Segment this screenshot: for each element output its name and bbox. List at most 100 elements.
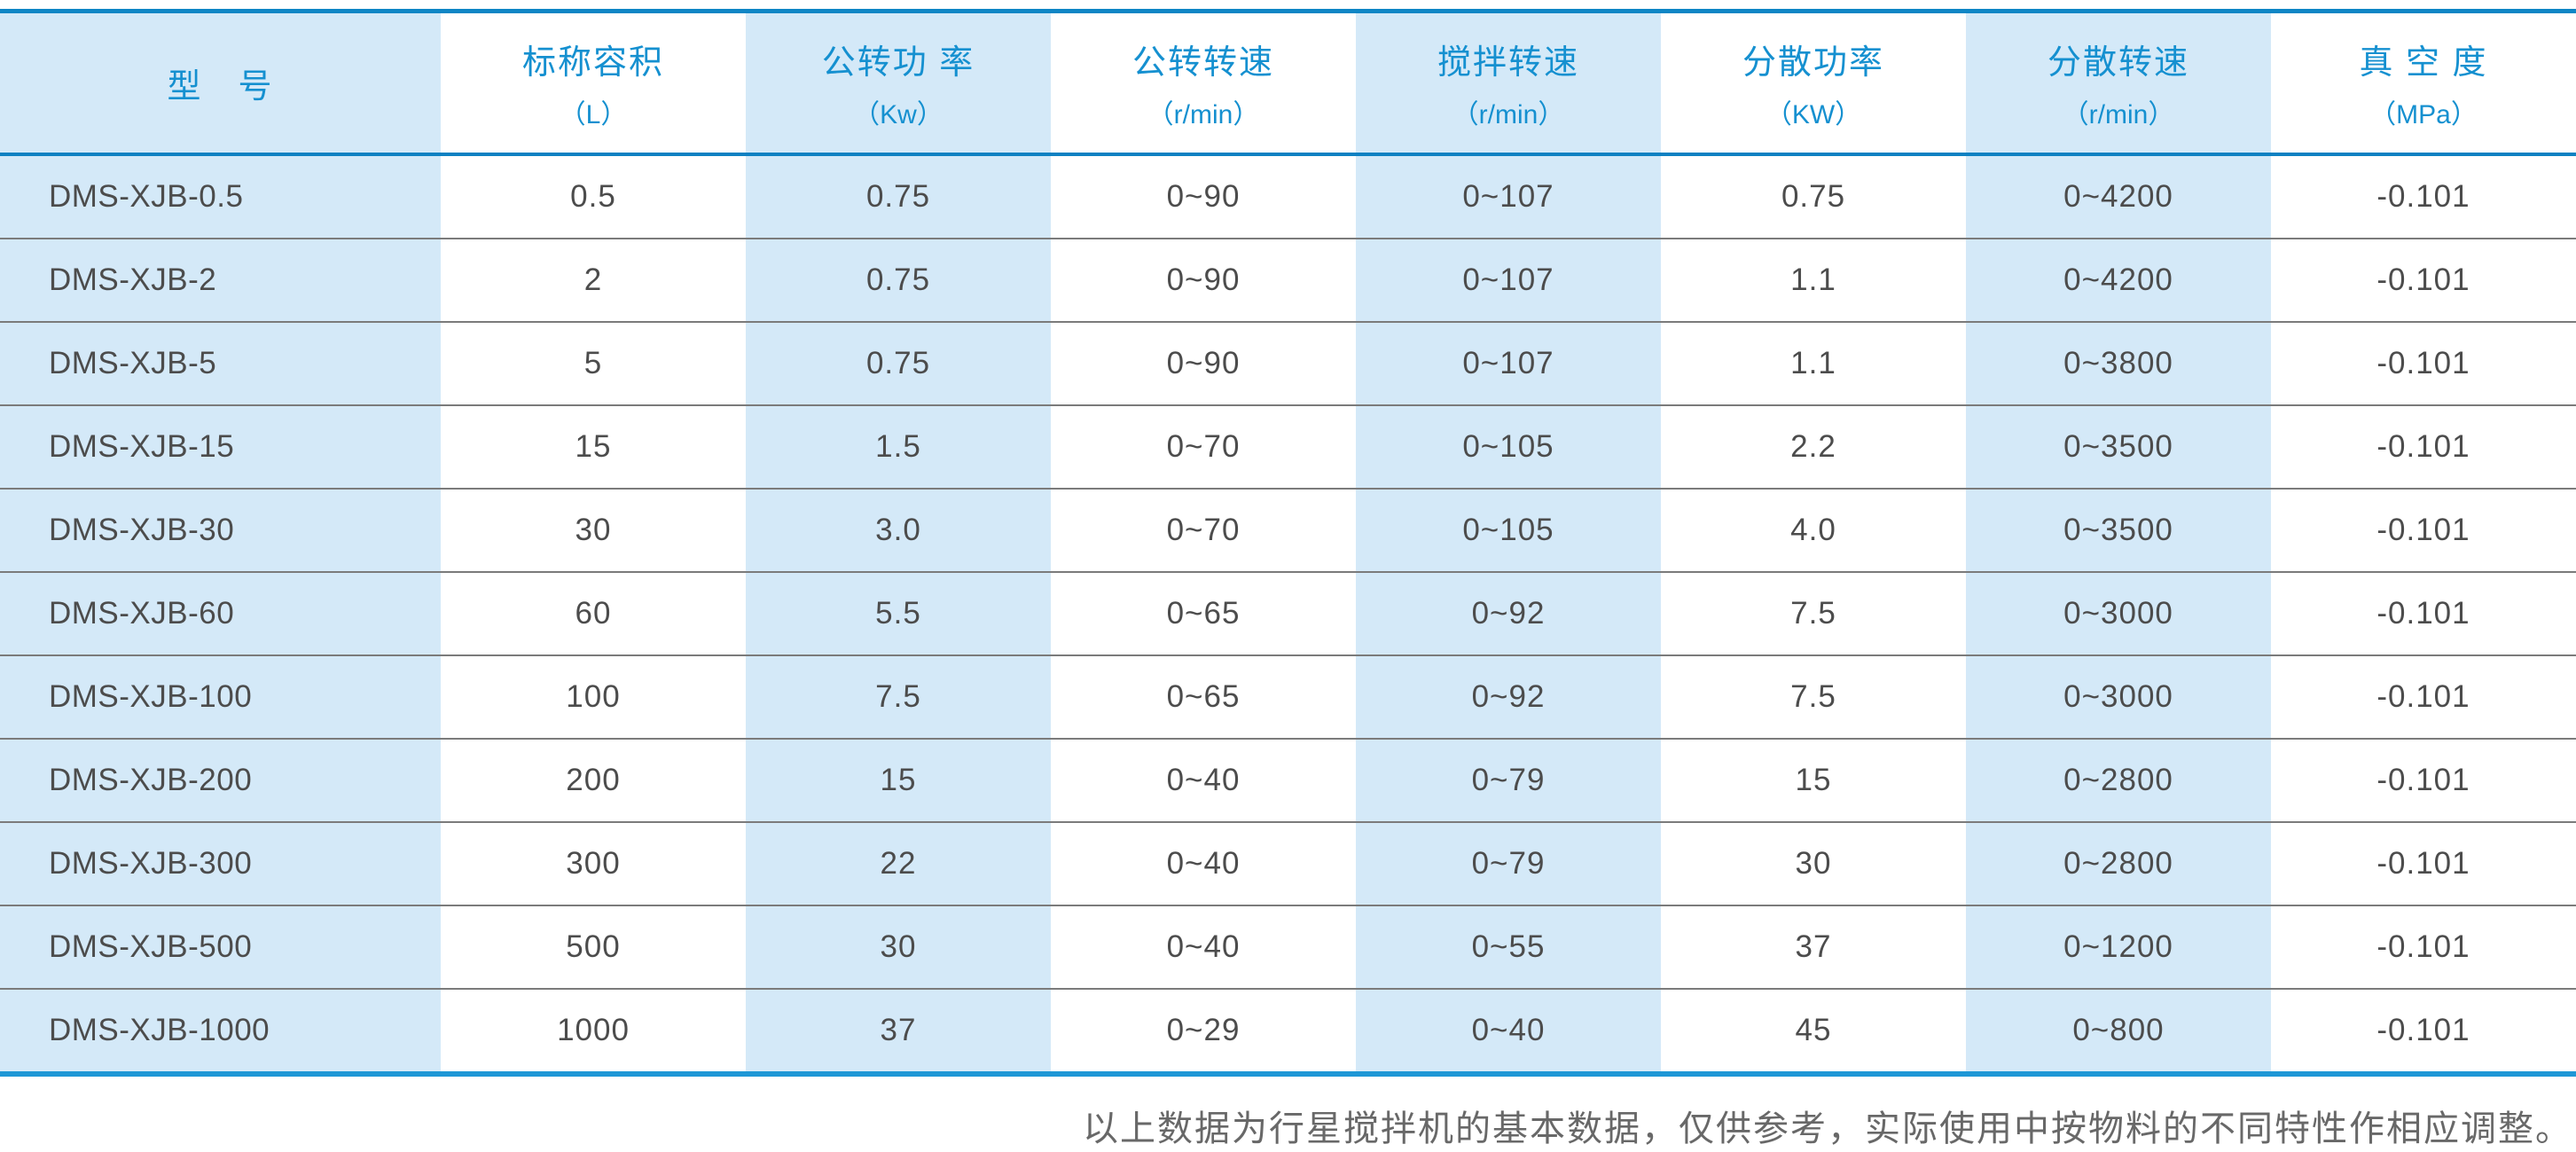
value-cell: 0~107 bbox=[1356, 156, 1661, 238]
value-cell: -0.101 bbox=[2376, 513, 2470, 547]
spec-table: 型 号 标称容积 （L） 公转功 率 （Kw） 公转转速 （r/min） 搅拌转速 （r/min… bbox=[0, 9, 2576, 1077]
column-header: 标称容积 （L） bbox=[441, 13, 746, 153]
value-cell: 0~70 bbox=[1166, 429, 1241, 464]
value-cell: 0~92 bbox=[1356, 656, 1661, 738]
column-header-unit: （L） bbox=[559, 100, 628, 129]
value-cell: 2.2 bbox=[1790, 429, 1836, 464]
model-cell: DMS-XJB-500 bbox=[0, 906, 441, 988]
value-cell: -0.101 bbox=[2376, 429, 2470, 464]
table-row: DMS-XJB-300 300 22 0~40 0~79 30 0~2800 -0.101 bbox=[0, 823, 2576, 906]
value-cell: 0~40 bbox=[1356, 990, 1661, 1071]
value-cell: 0~4200 bbox=[1966, 156, 2271, 238]
table-row: DMS-XJB-15 15 1.5 0~70 0~105 2.2 0~3500 -0.101 bbox=[0, 406, 2576, 490]
value-cell: 0.5 bbox=[570, 179, 616, 214]
value-cell: 0~40 bbox=[1166, 846, 1241, 881]
value-cell: 45 bbox=[1795, 1013, 1832, 1047]
column-header-label: 型 号 bbox=[167, 68, 274, 106]
value-cell: 0~3500 bbox=[1966, 406, 2271, 488]
model-cell: DMS-XJB-5 bbox=[0, 323, 441, 404]
column-header: 搅拌转速 （r/min） bbox=[1356, 13, 1661, 153]
model-cell: DMS-XJB-100 bbox=[0, 656, 441, 738]
value-cell: 0~105 bbox=[1356, 406, 1661, 488]
column-header: 型 号 bbox=[0, 13, 441, 153]
column-header: 分散功率 （KW） bbox=[1661, 13, 1966, 153]
value-cell: 30 bbox=[575, 513, 612, 547]
column-header-unit: （KW） bbox=[1765, 100, 1862, 129]
value-cell: 0~3800 bbox=[1966, 323, 2271, 404]
table-row: DMS-XJB-100 100 7.5 0~65 0~92 7.5 0~3000 -0.101 bbox=[0, 656, 2576, 740]
value-cell: 0.75 bbox=[746, 323, 1051, 404]
value-cell: 0~92 bbox=[1356, 573, 1661, 654]
model-cell: DMS-XJB-60 bbox=[0, 573, 441, 654]
column-header-label: 公转功 率 bbox=[821, 44, 975, 82]
value-cell: -0.101 bbox=[2376, 346, 2470, 380]
value-cell: 4.0 bbox=[1790, 513, 1836, 547]
value-cell: 1000 bbox=[557, 1013, 630, 1047]
value-cell: 0~70 bbox=[1166, 513, 1241, 547]
value-cell: 0~3500 bbox=[1966, 490, 2271, 571]
value-cell: 500 bbox=[566, 929, 621, 964]
value-cell: 0.75 bbox=[1781, 179, 1846, 214]
model-cell: DMS-XJB-0.5 bbox=[0, 156, 441, 238]
value-cell: 0~3000 bbox=[1966, 656, 2271, 738]
value-cell: 2 bbox=[583, 263, 603, 297]
value-cell: 1.1 bbox=[1790, 263, 1836, 297]
table-row: DMS-XJB-30 30 3.0 0~70 0~105 4.0 0~3500 -0.101 bbox=[0, 490, 2576, 573]
value-cell: -0.101 bbox=[2376, 1013, 2470, 1047]
model-cell: DMS-XJB-2 bbox=[0, 239, 441, 321]
value-cell: 0~3000 bbox=[1966, 573, 2271, 654]
column-header: 公转功 率 （Kw） bbox=[746, 13, 1051, 153]
value-cell: -0.101 bbox=[2376, 596, 2470, 631]
column-header-label: 分散功率 bbox=[1742, 44, 1884, 82]
value-cell: 7.5 bbox=[1790, 596, 1836, 631]
header-row: 型 号 标称容积 （L） 公转功 率 （Kw） 公转转速 （r/min） 搅拌转速 （r/min… bbox=[0, 13, 2576, 156]
value-cell: 1.1 bbox=[1790, 346, 1836, 380]
column-header: 公转转速 （r/min） bbox=[1051, 13, 1356, 153]
value-cell: 0~90 bbox=[1166, 263, 1241, 297]
value-cell: 0~65 bbox=[1166, 596, 1241, 631]
footnote: 以上数据为行星搅拌机的基本数据，仅供参考，实际使用中按物料的不同特性作相应调整。 bbox=[1083, 1109, 2572, 1149]
value-cell: 0.75 bbox=[746, 239, 1051, 321]
value-cell: 3.0 bbox=[746, 490, 1051, 571]
column-header-label: 真 空 度 bbox=[2359, 44, 2488, 82]
value-cell: 0~79 bbox=[1356, 740, 1661, 821]
value-cell: -0.101 bbox=[2376, 679, 2470, 714]
value-cell: 0~4200 bbox=[1966, 239, 2271, 321]
value-cell: 15 bbox=[575, 429, 612, 464]
table-row: DMS-XJB-1000 1000 37 0~29 0~40 45 0~800 -0.101 bbox=[0, 990, 2576, 1071]
column-header-label: 搅拌转速 bbox=[1437, 44, 1579, 82]
value-cell: -0.101 bbox=[2376, 263, 2470, 297]
value-cell: 0~90 bbox=[1166, 179, 1241, 214]
value-cell: 0~65 bbox=[1166, 679, 1241, 714]
value-cell: 5 bbox=[583, 346, 603, 380]
value-cell: 200 bbox=[566, 763, 621, 797]
column-header-unit: （r/min） bbox=[2062, 100, 2175, 129]
value-cell: 7.5 bbox=[1790, 679, 1836, 714]
value-cell: 100 bbox=[566, 679, 621, 714]
table-body: DMS-XJB-0.5 0.5 0.75 0~90 0~107 0.75 0~4200 -0.… bbox=[0, 156, 2576, 1071]
value-cell: 15 bbox=[1795, 763, 1832, 797]
model-cell: DMS-XJB-15 bbox=[0, 406, 441, 488]
column-header: 分散转速 （r/min） bbox=[1966, 13, 2271, 153]
value-cell: 0~40 bbox=[1166, 763, 1241, 797]
value-cell: 0~105 bbox=[1356, 490, 1661, 571]
value-cell: 37 bbox=[746, 990, 1051, 1071]
column-header-unit: （Kw） bbox=[853, 100, 943, 129]
table-row: DMS-XJB-200 200 15 0~40 0~79 15 0~2800 -0.101 bbox=[0, 740, 2576, 823]
value-cell: 0~40 bbox=[1166, 929, 1241, 964]
value-cell: 1.5 bbox=[746, 406, 1051, 488]
column-header: 真 空 度 （MPa） bbox=[2271, 13, 2576, 153]
column-header-label: 标称容积 bbox=[521, 44, 664, 82]
column-header-label: 分散转速 bbox=[2047, 44, 2189, 82]
value-cell: 37 bbox=[1795, 929, 1832, 964]
value-cell: -0.101 bbox=[2376, 929, 2470, 964]
value-cell: 30 bbox=[746, 906, 1051, 988]
value-cell: -0.101 bbox=[2376, 763, 2470, 797]
value-cell: 0~1200 bbox=[1966, 906, 2271, 988]
model-cell: DMS-XJB-1000 bbox=[0, 990, 441, 1071]
model-cell: DMS-XJB-200 bbox=[0, 740, 441, 821]
value-cell: 0~800 bbox=[1966, 990, 2271, 1071]
value-cell: 7.5 bbox=[746, 656, 1051, 738]
table-row: DMS-XJB-2 2 0.75 0~90 0~107 1.1 0~4200 -0.101 bbox=[0, 239, 2576, 323]
